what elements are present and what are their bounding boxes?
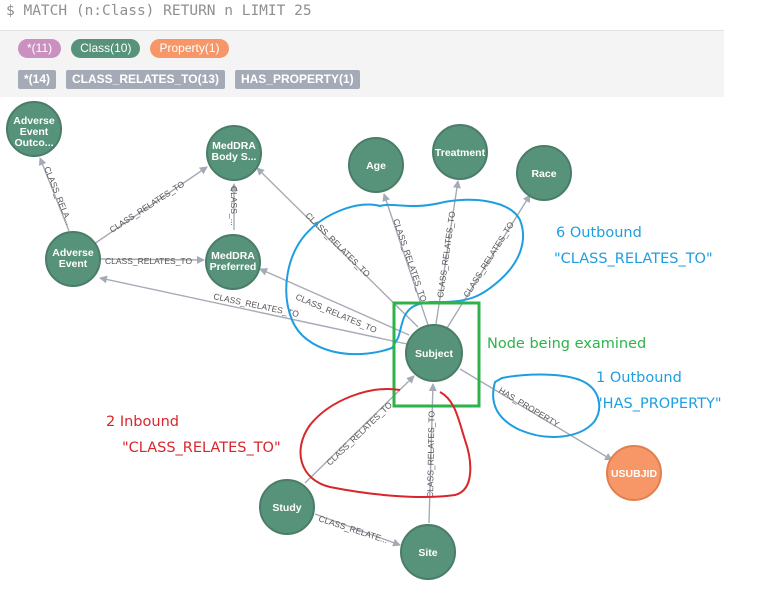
node-adverse-event[interactable]: Adverse Event xyxy=(45,231,101,287)
edge-ae-to-pref[interactable] xyxy=(99,255,205,264)
edge-label-subj-to-race: CLASS_RELATES_TO xyxy=(461,220,516,299)
annotation-outbound-1-type: "HAS_PROPERTY" xyxy=(596,396,722,412)
edge-label-ae-to-aeo: CLASS_RELA... xyxy=(42,165,74,226)
blue-has-property-scribble xyxy=(492,373,601,438)
edge-subj-to-pref[interactable] xyxy=(259,268,410,336)
rel-tag-all[interactable]: *(14) xyxy=(18,70,57,89)
node-meddra-preferred[interactable]: MedDRA Preferred xyxy=(205,234,261,290)
prompt-symbol: $ xyxy=(6,3,15,19)
label-pill-property[interactable]: Property(1) xyxy=(150,39,229,58)
svg-text:Race: Race xyxy=(531,168,556,180)
nodes: Adverse Event Outco... MedDRA Body S... Age… xyxy=(6,101,662,580)
edge-subj-to-body[interactable] xyxy=(256,167,419,328)
annotation-inbound-2-type: "CLASS_RELATES_TO" xyxy=(122,440,281,456)
node-treatment[interactable]: Treatment xyxy=(432,124,488,180)
query-bar[interactable]: $ MATCH (n:Class) RETURN n LIMIT 25 xyxy=(0,0,724,26)
edge-label-study-to-site: CLASS_RELATE... xyxy=(317,513,389,545)
node-study[interactable]: Study xyxy=(259,479,315,535)
edge-label-pref-to-body: CLASS_... xyxy=(229,186,239,226)
edge-study-to-site[interactable] xyxy=(314,513,401,547)
annotation-outbound-1-count: 1 Outbound xyxy=(596,370,682,386)
query-text[interactable]: $ MATCH (n:Class) RETURN n LIMIT 25 xyxy=(6,3,312,19)
annotation-node-examined: Node being examined xyxy=(487,336,646,352)
edge-subj-to-race[interactable] xyxy=(446,194,531,329)
edge-label-site-to-subj: CLASS_RELATES_TO xyxy=(425,410,437,498)
node-labels-row: *(11) Class(10) Property(1) xyxy=(18,39,229,58)
annotations: 6 Outbound "CLASS_RELATES_TO" Node being… xyxy=(106,198,722,498)
relationship-types-row: *(14) CLASS_RELATES_TO(13) HAS_PROPERTY(… xyxy=(18,70,360,89)
edge-ae-to-aeo[interactable] xyxy=(38,157,70,232)
node-subject[interactable]: Subject xyxy=(405,324,463,382)
edge-subj-to-treatment[interactable] xyxy=(435,180,461,325)
edge-label-study-to-subj: CLASS_RELATES_TO xyxy=(324,399,394,467)
node-usubjid[interactable]: USUBJID xyxy=(606,445,662,501)
node-site[interactable]: Site xyxy=(400,524,456,580)
label-pill-class[interactable]: Class(10) xyxy=(71,39,141,58)
edge-label-subj-to-treatment: CLASS_RELATES_TO xyxy=(435,210,457,298)
svg-text:Site: Site xyxy=(418,547,437,559)
node-age[interactable]: Age xyxy=(348,137,404,193)
edge-ae-to-body[interactable] xyxy=(93,166,208,245)
svg-text:USUBJID: USUBJID xyxy=(611,468,658,480)
edges xyxy=(38,157,613,547)
query-string: MATCH (n:Class) RETURN n LIMIT 25 xyxy=(23,3,312,19)
rel-tag-class-relates-to[interactable]: CLASS_RELATES_TO(13) xyxy=(66,70,225,89)
label-pill-all[interactable]: *(11) xyxy=(18,39,62,58)
edge-label-ae-to-pref: CLASS_RELATES_TO xyxy=(105,256,192,266)
red-inbound-scribble xyxy=(299,388,472,498)
node-meddra-body[interactable]: MedDRA Body S... xyxy=(206,125,262,181)
annotation-inbound-2-count: 2 Inbound xyxy=(106,414,179,430)
result-overview-panel: *(11) Class(10) Property(1) *(14) CLASS_… xyxy=(0,30,724,97)
annotation-outbound-6-count: 6 Outbound xyxy=(556,225,642,241)
rel-tag-has-property[interactable]: HAS_PROPERTY(1) xyxy=(234,70,360,89)
edge-label-subj-to-age: CLASS_RELATES_TO xyxy=(391,217,429,303)
svg-text:Treatment: Treatment xyxy=(435,147,486,159)
edge-label-subj-to-body: CLASS_RELATES_TO xyxy=(304,210,373,279)
svg-text:Study: Study xyxy=(272,502,301,514)
edge-subj-to-usubjid[interactable] xyxy=(459,368,613,461)
edge-subj-to-ae[interactable] xyxy=(99,275,408,345)
svg-text:Subject: Subject xyxy=(415,348,453,360)
annotation-outbound-6-type: "CLASS_RELATES_TO" xyxy=(554,251,713,267)
edge-label-ae-to-body: CLASS_RELATES_TO xyxy=(108,179,187,235)
svg-text:Age: Age xyxy=(366,160,386,172)
node-adverse-event-outcome[interactable]: Adverse Event Outco... xyxy=(6,101,62,157)
green-examined-box xyxy=(392,301,481,408)
node-race[interactable]: Race xyxy=(516,145,572,201)
edge-study-to-subj[interactable] xyxy=(304,375,415,484)
